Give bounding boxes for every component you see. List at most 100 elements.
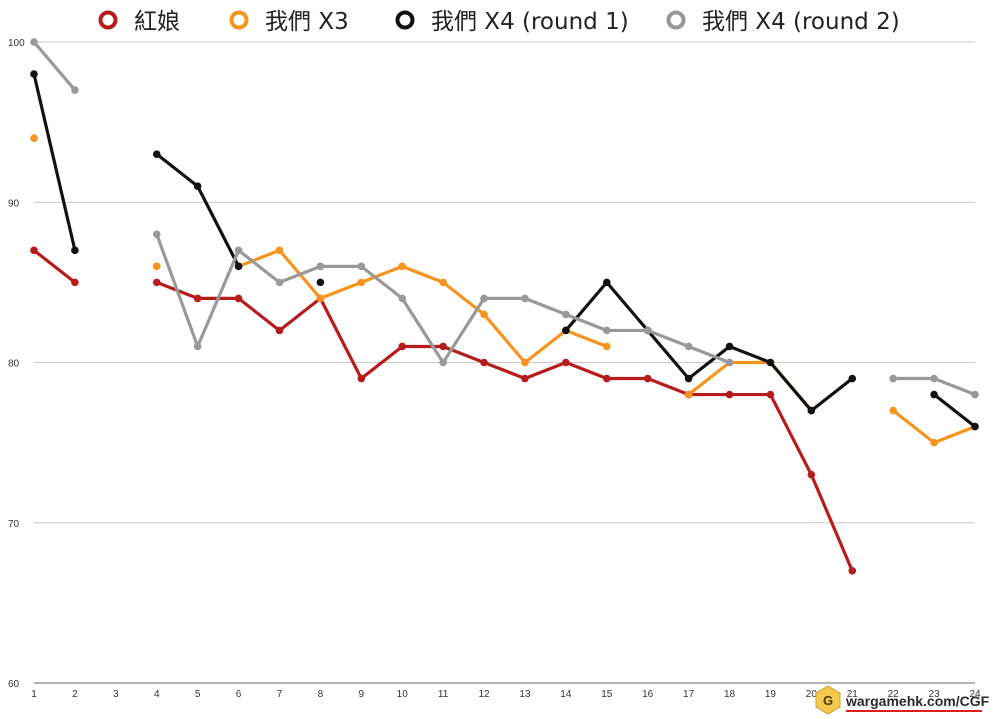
x-tick-label: 13 — [519, 689, 531, 700]
data-point — [807, 406, 816, 415]
data-point — [234, 294, 243, 303]
series-line — [32, 248, 77, 284]
series-line — [32, 72, 77, 252]
data-point — [602, 326, 611, 335]
data-point — [930, 390, 938, 399]
x-tick-label: 14 — [560, 689, 572, 700]
data-point — [684, 342, 693, 351]
data-point — [889, 374, 897, 383]
y-tick-label: 100 — [8, 38, 25, 49]
data-point — [766, 358, 775, 367]
data-point — [521, 374, 529, 383]
series-line — [155, 280, 854, 573]
x-tick-label: 21 — [847, 689, 859, 700]
data-point — [357, 278, 366, 287]
data-point — [152, 262, 161, 271]
data-point — [643, 326, 652, 335]
x-tick-label: 24 — [969, 689, 981, 700]
legend-marker-icon — [395, 10, 415, 30]
data-point — [275, 278, 284, 287]
data-point — [193, 342, 202, 351]
data-point — [193, 182, 202, 191]
data-point — [848, 567, 857, 575]
x-tick-label: 4 — [154, 689, 160, 700]
data-point — [562, 358, 570, 367]
data-point — [521, 358, 529, 367]
data-point — [152, 278, 161, 287]
data-point — [480, 358, 488, 367]
x-tick-label: 22 — [888, 689, 900, 700]
legend-marker-icon — [229, 10, 249, 30]
data-point — [275, 326, 284, 335]
x-tick-label: 16 — [642, 689, 654, 700]
series-line — [932, 392, 977, 429]
data-point — [848, 374, 857, 383]
data-point — [357, 262, 366, 271]
x-tick-label: 1 — [31, 689, 37, 700]
data-point — [152, 150, 161, 158]
data-point — [30, 134, 38, 142]
x-tick-label: 18 — [724, 689, 736, 700]
data-point — [684, 374, 693, 383]
y-tick-label: 80 — [8, 359, 20, 370]
series-1 — [30, 134, 979, 447]
hexagon-logo-icon — [815, 685, 841, 715]
legend-marker-icon — [666, 10, 686, 30]
data-point — [439, 278, 447, 287]
x-tick-label: 11 — [438, 689, 449, 700]
y-tick-label: 60 — [8, 679, 20, 690]
data-point — [930, 374, 938, 383]
series-line — [155, 152, 241, 268]
data-point — [71, 86, 79, 94]
data-point — [234, 246, 243, 255]
x-tick-label: 19 — [765, 689, 777, 700]
legend-label: 我們 X3 — [265, 9, 349, 35]
series-0 — [30, 246, 857, 575]
data-point — [521, 294, 529, 303]
data-point — [930, 438, 938, 447]
y-tick-label: 90 — [8, 198, 20, 209]
data-point — [71, 246, 79, 255]
legend-label: 我們 X4 (round 2) — [702, 9, 900, 35]
data-point — [562, 326, 570, 335]
x-tick-label: 5 — [195, 689, 201, 700]
series-layer — [30, 38, 979, 575]
data-point — [30, 246, 38, 255]
y-axis-ticks: 60 70 80 90 100 — [8, 38, 25, 690]
data-point — [193, 294, 202, 303]
data-point — [234, 262, 243, 271]
data-point — [480, 310, 488, 319]
data-point — [480, 294, 488, 303]
data-point — [807, 470, 816, 479]
series-line — [564, 280, 854, 413]
data-point — [316, 262, 325, 271]
data-point — [398, 342, 407, 351]
data-point — [316, 294, 325, 303]
legend-marker-icon — [98, 10, 118, 30]
series-2 — [30, 70, 979, 431]
legend-label: 紅娘 — [134, 9, 180, 35]
data-point — [602, 342, 611, 351]
x-axis-ticks: 1 2 3 4 5 6 7 8 9 10 11 12 13 14 15 16 17 18 19 20 21 22 23 24 — [31, 689, 981, 700]
x-tick-label: 9 — [359, 689, 365, 700]
data-point — [398, 294, 407, 303]
data-point — [439, 342, 447, 351]
data-point — [439, 358, 447, 367]
x-tick-label: 15 — [601, 689, 613, 700]
data-point — [71, 278, 79, 287]
x-tick-label: 17 — [683, 689, 695, 700]
data-point — [889, 406, 897, 415]
x-tick-label: 7 — [277, 689, 283, 700]
x-tick-label: 3 — [113, 689, 119, 700]
data-point — [725, 358, 734, 367]
data-point — [30, 70, 38, 78]
data-point — [971, 422, 979, 431]
y-tick-label: 70 — [8, 519, 20, 530]
data-point — [562, 310, 570, 319]
data-point — [152, 230, 161, 239]
data-point — [971, 390, 979, 399]
data-point — [602, 278, 611, 287]
legend: 紅娘 我們 X3 我們 X4 (round 1) 我們 X4 (round 2) — [98, 9, 900, 35]
x-tick-label: 10 — [397, 689, 409, 700]
